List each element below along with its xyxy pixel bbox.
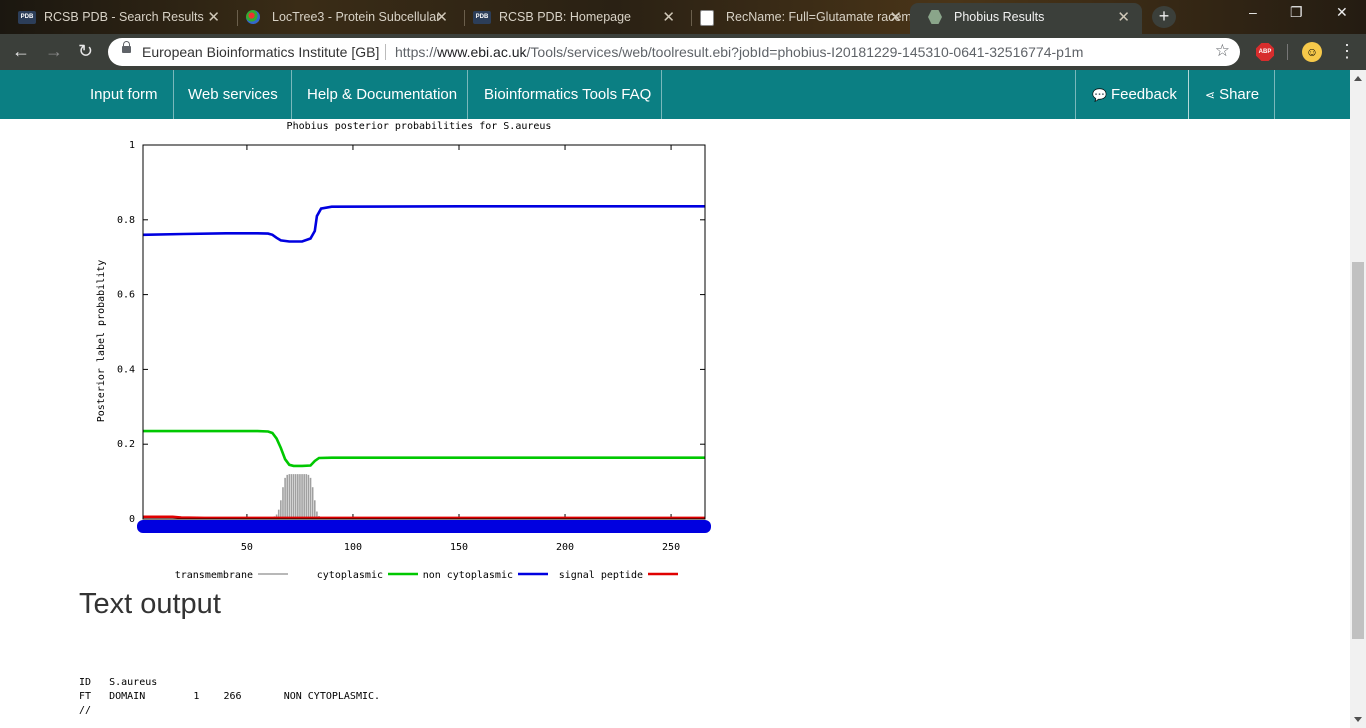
browser-tab-strip: PDB RCSB PDB - Search Results ✕ LocTree3… [0, 0, 1366, 34]
y-tick-label: 0.4 [117, 364, 135, 375]
tab-title: LocTree3 - Protein Subcellular [272, 10, 441, 24]
text-output-block: ID S.aureus FT DOMAIN 1 266 NON CYTOPLASM… [79, 676, 380, 718]
scroll-up-arrow-icon[interactable] [1354, 76, 1362, 81]
series-signal-peptide-line [143, 515, 705, 520]
series-non-cytoplasmic-line [142, 205, 705, 243]
text-output-line: ID S.aureus [79, 677, 158, 688]
url-text[interactable]: https://www.ebi.ac.uk/Tools/services/web… [395, 44, 1083, 60]
y-tick-label: 0.2 [117, 439, 135, 450]
legend-label-transmembrane: transmembrane [175, 570, 253, 581]
browser-tab-recname[interactable]: RecName: Full=Glutamate racem ✕ [682, 3, 914, 34]
close-window-icon[interactable]: ✕ [1336, 4, 1348, 20]
nav-help-documentation[interactable]: Help & Documentation [291, 70, 468, 119]
site-identity[interactable]: European Bioinformatics Institute [GB] [142, 44, 380, 60]
reload-icon[interactable]: ↻ [78, 41, 94, 61]
tab-divider [691, 10, 692, 26]
restore-window-icon[interactable]: ❐ [1290, 4, 1303, 20]
browser-tab-phobius[interactable]: Phobius Results ✕ [910, 3, 1142, 34]
browser-tab-rcsb-home[interactable]: PDB RCSB PDB: Homepage ✕ [455, 3, 687, 34]
browser-tab-rcsb-search[interactable]: PDB RCSB PDB - Search Results ✕ [0, 3, 232, 34]
x-tick-label: 100 [344, 542, 362, 553]
browser-menu-icon[interactable]: ⋮ [1338, 41, 1356, 61]
phobius-favicon-icon [928, 10, 942, 24]
minimize-window-icon[interactable]: – [1249, 4, 1257, 20]
chart-legend: transmembrane cytoplasmic non cytoplasmic s… [175, 570, 678, 581]
adblock-extension-icon[interactable]: ABP [1256, 43, 1274, 61]
tab-title: RecName: Full=Glutamate racem [726, 10, 912, 24]
tab-title: RCSB PDB - Search Results [44, 10, 204, 24]
tab-title: RCSB PDB: Homepage [499, 10, 632, 24]
chart-y-axis-label: Posterior label probability [96, 260, 107, 423]
forward-arrow-icon[interactable]: → [45, 41, 63, 61]
x-tick-label: 250 [662, 542, 680, 553]
text-output-heading: Text output [79, 588, 221, 620]
close-tab-icon[interactable]: ✕ [889, 9, 902, 26]
lock-icon [122, 41, 131, 53]
toolbar-divider [1287, 44, 1288, 60]
loctree-favicon-icon [246, 10, 260, 24]
nav-web-services[interactable]: Web services [172, 70, 292, 119]
nav-input-form[interactable]: Input form [74, 70, 174, 119]
browser-toolbar: ← → ↻ European Bioinformatics Institute … [0, 34, 1366, 70]
chart-title: Phobius posterior probabilities for S.au… [287, 121, 552, 132]
tab-divider [237, 10, 238, 26]
document-favicon-icon [700, 10, 714, 26]
posterior-probability-chart: Phobius posterior probabilities for S.au… [96, 121, 711, 581]
site-navigation-bar: Input form Web services Help & Documenta… [0, 70, 1350, 119]
close-tab-icon[interactable]: ✕ [207, 9, 220, 26]
scrollbar-thumb[interactable] [1352, 262, 1364, 639]
x-tick-label: 150 [450, 542, 468, 553]
share-icon: ⋖ [1205, 88, 1216, 102]
close-tab-icon[interactable]: ✕ [1117, 9, 1130, 26]
plot-frame [142, 144, 706, 520]
scroll-down-arrow-icon[interactable] [1354, 717, 1362, 722]
text-output-line: // [79, 705, 92, 716]
chart-series-group [137, 205, 711, 533]
y-tick-label: 0.6 [117, 290, 135, 301]
omnibox-divider [385, 44, 386, 60]
page-scrollbar[interactable] [1350, 70, 1366, 728]
bookmark-star-icon[interactable]: ☆ [1214, 41, 1230, 60]
feedback-button[interactable]: 💬 Feedback [1075, 70, 1189, 119]
back-arrow-icon[interactable]: ← [12, 41, 30, 61]
pdb-favicon-icon: PDB [18, 11, 36, 24]
close-tab-icon[interactable]: ✕ [435, 9, 448, 26]
share-label: Share [1219, 86, 1260, 103]
new-tab-button[interactable]: + [1152, 6, 1176, 28]
legend-label-signal-peptide: signal peptide [559, 570, 643, 581]
x-tick-label: 200 [556, 542, 574, 553]
feedback-label: Feedback [1110, 86, 1177, 103]
nav-bioinformatics-tools-faq[interactable]: Bioinformatics Tools FAQ [468, 70, 662, 119]
tab-title: Phobius Results [954, 10, 1045, 24]
browser-tab-loctree[interactable]: LocTree3 - Protein Subcellular ✕ [228, 3, 460, 34]
url-path: /Tools/services/web/toolresult.ebi?jobId… [526, 44, 1084, 60]
pdb-favicon-icon: PDB [473, 11, 491, 24]
chat-bubbles-icon: 💬 [1092, 88, 1107, 102]
url-scheme: https:// [395, 44, 438, 60]
address-bar[interactable]: European Bioinformatics Institute [GB] h… [108, 38, 1240, 66]
legend-label-cytoplasmic: cytoplasmic [317, 570, 383, 581]
tab-divider [464, 10, 465, 26]
y-tick-label: 0 [129, 514, 135, 525]
y-tick-label: 0.8 [117, 215, 135, 226]
series-cytoplasmic-line [143, 429, 705, 468]
text-output-line: FT DOMAIN 1 266 NON CYTOPLASMIC. [79, 691, 381, 702]
close-tab-icon[interactable]: ✕ [662, 9, 675, 26]
series-non-cytoplasmic-baseline-band [137, 520, 711, 533]
profile-avatar-icon[interactable]: ☺ [1302, 42, 1322, 62]
legend-label-non-cytoplasmic: non cytoplasmic [423, 570, 513, 581]
url-host: www.ebi.ac.uk [437, 44, 527, 60]
y-tick-label: 1 [129, 140, 135, 151]
x-tick-label: 50 [241, 542, 253, 553]
share-button[interactable]: ⋖ Share [1188, 70, 1275, 119]
